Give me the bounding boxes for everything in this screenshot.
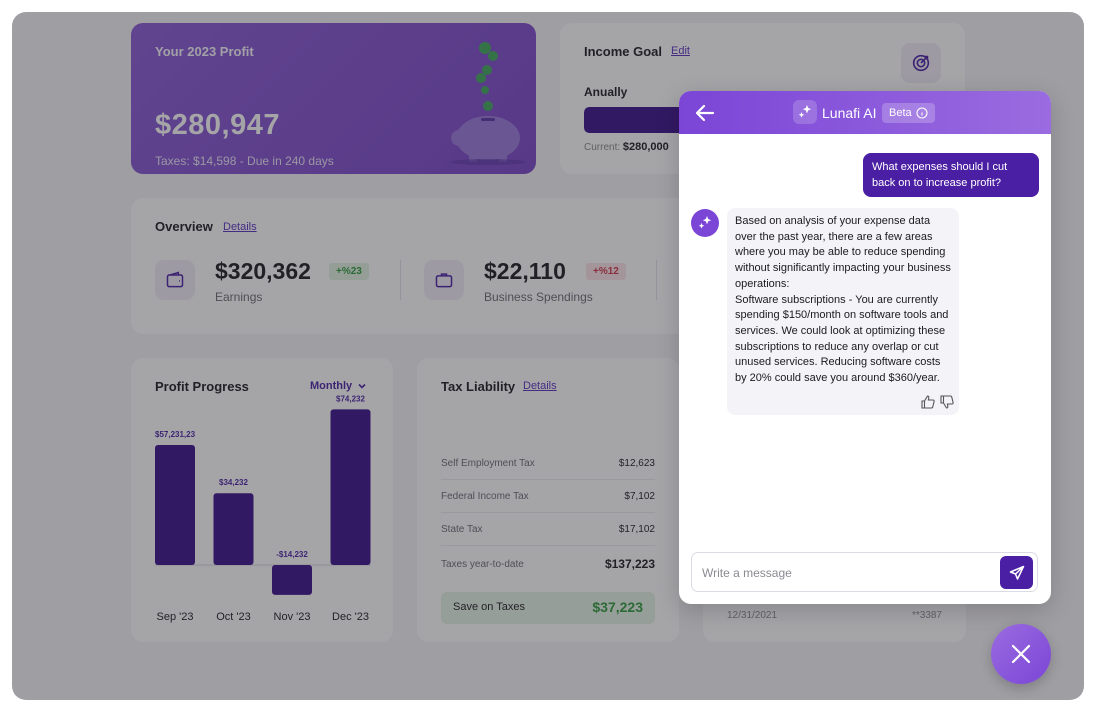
profit-progress-card: Profit Progress Monthly $57,231,23 Sep '2…: [131, 358, 393, 642]
tax-row-value: $17,102: [618, 524, 655, 535]
chart-category-label: Dec '23: [332, 611, 369, 623]
overview-title: Overview: [155, 219, 213, 234]
save-on-taxes-banner[interactable]: Save on Taxes $37,223: [441, 592, 655, 624]
chart-bar: [155, 445, 195, 565]
save-on-taxes-label: Save on Taxes: [453, 601, 525, 613]
chat-header: Lunafi AI Beta: [679, 91, 1051, 134]
income-goal-title: Income Goal: [584, 44, 663, 59]
income-goal-current-label: Current:: [584, 142, 621, 153]
overview-details-link[interactable]: Details: [223, 221, 257, 233]
chart-category-label: Sep '23: [157, 611, 194, 623]
thumbs-up-icon[interactable]: [921, 395, 935, 409]
tax-row: Federal Income Tax $7,102: [441, 480, 655, 513]
wallet-icon: [155, 260, 195, 300]
profit-card-title: Your 2023 Profit: [155, 44, 254, 59]
send-icon: [1009, 565, 1024, 580]
sparkles-icon: [793, 100, 817, 124]
tax-row-label: Self Employment Tax: [441, 458, 535, 469]
chart-category-label: Oct '23: [216, 611, 251, 623]
message-input-box: [691, 552, 1038, 592]
save-on-taxes-value: $37,223: [592, 599, 643, 615]
income-goal-edit-link[interactable]: Edit: [671, 45, 690, 57]
period-select[interactable]: Monthly: [310, 380, 367, 392]
tax-liability-details-link[interactable]: Details: [523, 380, 557, 392]
assistant-avatar: [691, 209, 719, 237]
tax-row-value: $7,102: [624, 491, 655, 502]
tax-row-label: Taxes year-to-date: [441, 559, 524, 570]
profit-progress-title: Profit Progress: [155, 379, 249, 394]
stat-earnings-value: $320,362: [215, 258, 311, 284]
beta-badge[interactable]: Beta: [882, 103, 935, 123]
divider: [400, 260, 401, 300]
back-arrow-icon[interactable]: [694, 102, 716, 124]
assistant-name: Lunafi AI: [822, 105, 877, 121]
chart-bar: [330, 409, 371, 565]
stat-earnings: $320,362 +%23 Earnings: [155, 258, 395, 308]
income-goal-period: Anually: [584, 85, 628, 99]
piggy-bank-icon: [450, 42, 526, 165]
stat-business-spendings-badge: +%12: [586, 263, 626, 280]
tax-row-value: $137,223: [604, 557, 655, 571]
stat-business-spendings: $22,110 +%12 Business Spendings: [424, 258, 664, 308]
chart-data-label: -$14,232: [276, 550, 308, 559]
income-goal-current-value: $280,000: [622, 141, 669, 153]
period-select-value: Monthly: [310, 380, 353, 392]
tax-row: Self Employment Tax $12,623: [441, 447, 655, 480]
chart-data-label: $74,232: [336, 394, 365, 403]
income-goal-current: Current: $280,000: [584, 141, 669, 153]
assistant-message-paragraph: Based on analysis of your expense data o…: [735, 215, 951, 290]
close-icon: [1011, 644, 1031, 664]
stat-earnings-label: Earnings: [215, 290, 263, 304]
profit-card-value: $280,947: [155, 109, 280, 141]
ai-chat-panel: Lunafi AI Beta What expenses should I cu…: [679, 91, 1051, 604]
chart-bar: [272, 565, 312, 595]
tax-row-label: Federal Income Tax: [441, 491, 529, 502]
chart-data-label: $57,231,23: [155, 430, 196, 439]
feedback-buttons: [921, 395, 954, 409]
user-message: What expenses should I cut back on to in…: [863, 153, 1039, 197]
transaction-date: 12/31/2021: [727, 610, 778, 621]
profit-card: Your 2023 Profit $280,947 Taxes: $14,598…: [131, 23, 536, 174]
assistant-message: Based on analysis of your expense data o…: [727, 208, 959, 415]
profit-bar-chart: $57,231,23 Sep '23 $34,232 Oct '23 -$14,232 N…: [155, 394, 371, 623]
briefcase-icon: [424, 260, 464, 300]
chevron-down-icon: [358, 383, 366, 389]
stat-business-spendings-value: $22,110: [484, 258, 566, 284]
info-icon: [916, 107, 928, 119]
profit-card-subtitle: Taxes: $14,598 - Due in 240 days: [155, 154, 334, 168]
send-button[interactable]: [1000, 556, 1033, 589]
chart-category-label: Nov '23: [274, 611, 311, 623]
tax-row-value: $12,623: [618, 458, 655, 469]
stat-earnings-badge: +%23: [329, 263, 369, 280]
stat-business-spendings-label: Business Spendings: [484, 290, 593, 304]
tax-row-total: Taxes year-to-date $137,223: [441, 548, 655, 581]
tax-row-label: State Tax: [441, 524, 483, 535]
message-input[interactable]: [702, 563, 992, 583]
chart-data-label: $34,232: [219, 478, 248, 487]
chart-bar: [213, 493, 254, 565]
tax-liability-card: Tax Liability Details Self Employment Ta…: [417, 358, 679, 642]
close-chat-button[interactable]: [991, 624, 1051, 684]
thumbs-down-icon[interactable]: [940, 395, 954, 409]
sparkles-icon: [698, 216, 712, 229]
beta-label: Beta: [889, 107, 912, 119]
target-icon[interactable]: [901, 43, 941, 83]
tax-liability-title: Tax Liability: [441, 379, 516, 394]
assistant-message-paragraph: Software subscriptions - You are current…: [735, 293, 949, 385]
tax-row: State Tax $17,102: [441, 513, 655, 546]
transaction-account: **3387: [911, 610, 942, 621]
divider: [656, 260, 657, 300]
